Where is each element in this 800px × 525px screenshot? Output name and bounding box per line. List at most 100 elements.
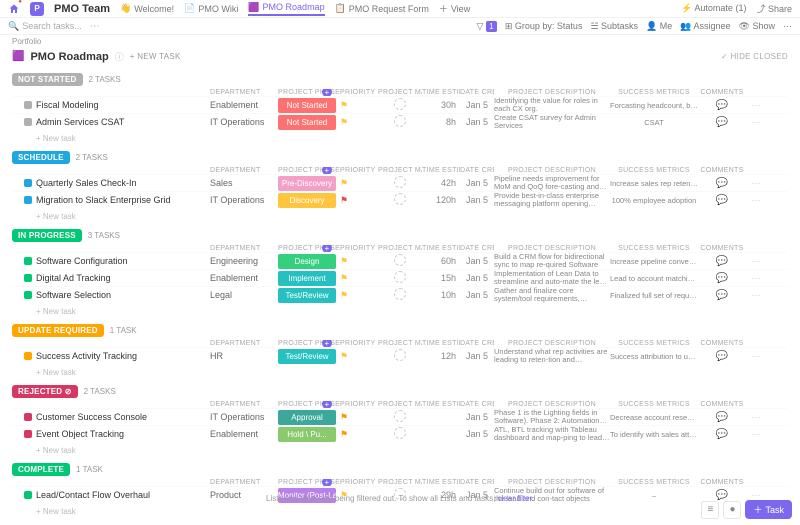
column-header[interactable]: PROJECT DESCRIPTION [494,89,610,96]
column-header[interactable]: TIME ESTIMATE [422,89,460,96]
more-icon[interactable]: ⋯ [746,412,766,423]
assignee-placeholder[interactable] [394,427,406,439]
add-column-icon[interactable]: + [322,89,332,96]
column-header[interactable] [746,245,766,252]
tab-roadmap[interactable]: 🟪PMO Roadmap [248,2,324,16]
comment-icon[interactable]: 💬 [698,351,746,362]
task-row[interactable]: Digital Ad Tracking Enablement Implement… [12,269,788,286]
column-header[interactable]: PROJECT PHASE+ [278,89,340,96]
comment-icon[interactable]: 💬 [698,412,746,423]
status-pill[interactable]: IN PROGRESS [12,229,82,242]
phase-tag[interactable]: Not Started [278,98,336,113]
space-badge[interactable]: P [30,2,44,16]
column-header[interactable]: DATE CREATED [460,245,494,252]
column-header[interactable] [746,340,766,347]
more-icon[interactable]: ⋯ [746,351,766,362]
more-icon[interactable]: ⋯ [746,195,766,206]
filter-button[interactable]: ▽ 1 [476,21,496,32]
status-pill[interactable]: UPDATE REQUIRED [12,324,104,337]
me-button[interactable]: 👤 Me [646,21,672,32]
new-task-row[interactable]: + New task [12,208,788,221]
priority-flag[interactable]: ⚑ [340,290,378,301]
column-header[interactable]: SUCCESS METRICS [610,167,698,174]
task-name[interactable]: Digital Ad Tracking [36,273,111,283]
task-row[interactable]: Software Selection Legal Test/Review ⚑ 1… [12,286,788,303]
new-task-row[interactable]: + New task [12,364,788,377]
column-header[interactable]: DATE CREATED [460,89,494,96]
phase-tag[interactable]: Implement [278,271,336,286]
assignee-placeholder[interactable] [394,254,406,266]
assignee-placeholder[interactable] [394,115,406,127]
column-header[interactable]: DEPARTMENT [210,89,278,96]
phase-tag[interactable]: Not Started [278,115,336,130]
status-dot[interactable] [24,430,32,438]
priority-flag[interactable]: ⚑ [340,100,378,111]
column-header[interactable]: TIME ESTIMATE [422,167,460,174]
status-dot[interactable] [24,257,32,265]
column-header[interactable]: SUCCESS METRICS [610,245,698,252]
add-column-icon[interactable]: + [322,245,332,252]
column-header[interactable]: PROJECT PHASE+ [278,167,340,174]
comment-icon[interactable]: 💬 [698,195,746,206]
quick-note-button[interactable]: ≡ [701,501,719,519]
assignee-placeholder[interactable] [394,98,406,110]
comment-icon[interactable]: 💬 [698,117,746,128]
automate-button[interactable]: ⚡ Automate (1) [681,3,746,14]
column-header[interactable]: COMMENTS [698,401,746,408]
assignee-placeholder[interactable] [394,349,406,361]
column-header[interactable]: PROJECT DESCRIPTION [494,479,610,486]
status-dot[interactable] [24,274,32,282]
priority-flag[interactable]: ⚑ [340,351,378,362]
add-column-icon[interactable]: + [322,401,332,408]
column-header[interactable]: COMMENTS [698,340,746,347]
column-header[interactable]: PRIORITY [340,245,378,252]
comment-icon[interactable]: 💬 [698,100,746,111]
column-header[interactable]: DEPARTMENT [210,167,278,174]
task-name[interactable]: Fiscal Modeling [36,100,99,110]
column-header[interactable]: COMMENTS [698,245,746,252]
column-header[interactable]: PROJECT DESCRIPTION [494,401,610,408]
task-row[interactable]: Event Object Tracking Enablement Hold \ … [12,425,788,442]
column-header[interactable]: PROJECT MANAGER [378,479,422,486]
task-row[interactable]: Customer Success Console IT Operations A… [12,408,788,425]
phase-tag[interactable]: Hold \ Pu... [278,427,336,442]
column-header[interactable]: PRIORITY [340,89,378,96]
column-header[interactable] [24,479,210,486]
status-dot[interactable] [24,196,32,204]
column-header[interactable]: DATE CREATED [460,340,494,347]
column-header[interactable] [24,245,210,252]
group-by-button[interactable]: ⊞ Group by: Status [505,21,583,32]
more-icon[interactable]: ⋯ [746,429,766,440]
column-header[interactable]: PROJECT DESCRIPTION [494,167,610,174]
add-column-icon[interactable]: + [322,479,332,486]
column-header[interactable]: DEPARTMENT [210,245,278,252]
task-row[interactable]: Migration to Slack Enterprise Grid IT Op… [12,191,788,208]
status-pill[interactable]: COMPLETE [12,463,70,476]
column-header[interactable]: TIME ESTIMATE [422,245,460,252]
record-button[interactable]: ● [723,501,741,519]
column-header[interactable]: TIME ESTIMATE [422,340,460,347]
comment-icon[interactable]: 💬 [698,273,746,284]
task-name[interactable]: Migration to Slack Enterprise Grid [36,195,171,205]
more-icon[interactable]: ⋯ [90,21,100,32]
assignee-placeholder[interactable] [394,410,406,422]
column-header[interactable]: PROJECT DESCRIPTION [494,245,610,252]
status-dot[interactable] [24,352,32,360]
more-icon[interactable]: ⋯ [746,117,766,128]
priority-flag[interactable]: ⚑ [340,256,378,267]
column-header[interactable]: TIME ESTIMATE [422,479,460,486]
column-header[interactable]: DATE CREATED [460,167,494,174]
column-header[interactable] [746,89,766,96]
task-row[interactable]: Success Activity Tracking HR Test/Review… [12,347,788,364]
phase-tag[interactable]: Design [278,254,336,269]
column-header[interactable]: COMMENTS [698,167,746,174]
status-dot[interactable] [24,101,32,109]
assignee-button[interactable]: 👥 Assignee [680,21,730,32]
new-task-row[interactable]: + New task [12,130,788,143]
phase-tag[interactable]: Test/Review [278,349,336,364]
column-header[interactable]: PROJECT DESCRIPTION [494,340,610,347]
column-header[interactable]: PROJECT PHASE+ [278,340,340,347]
column-header[interactable]: PRIORITY [340,401,378,408]
column-header[interactable]: DATE CREATED [460,479,494,486]
search-input[interactable]: 🔍 Search tasks... [8,21,82,32]
